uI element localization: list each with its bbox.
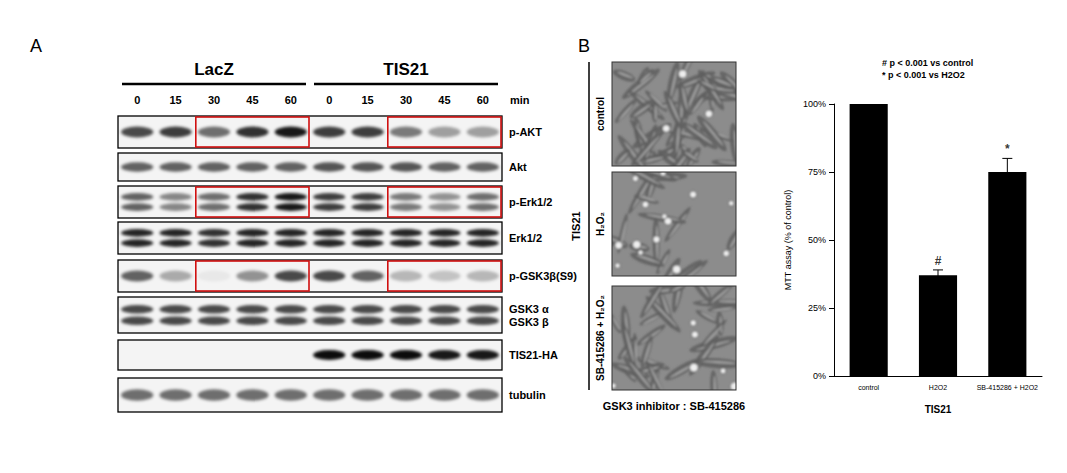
svg-text:p-AKT: p-AKT [509, 126, 542, 138]
svg-text:TIS21: TIS21 [383, 60, 428, 79]
svg-text:45: 45 [438, 94, 450, 106]
svg-text:p-GSK3β(S9): p-GSK3β(S9) [509, 270, 577, 282]
svg-text:TIS21: TIS21 [925, 404, 952, 415]
svg-text:25%: 25% [808, 303, 826, 313]
svg-text:60: 60 [285, 94, 297, 106]
svg-text:45: 45 [246, 94, 258, 106]
svg-text:#: # [935, 254, 942, 268]
svg-text:* p < 0.001 vs H2O2: * p < 0.001 vs H2O2 [882, 70, 965, 80]
svg-text:0: 0 [134, 94, 140, 106]
svg-text:control: control [595, 97, 606, 131]
svg-text:50%: 50% [808, 235, 826, 245]
svg-text:GSK3 inhibitor : SB-415286: GSK3 inhibitor : SB-415286 [603, 400, 745, 412]
svg-text:H₂O₂: H₂O₂ [595, 212, 606, 236]
svg-text:60: 60 [477, 94, 489, 106]
svg-text:GSK3 α: GSK3 α [509, 303, 549, 315]
svg-text:30: 30 [400, 94, 412, 106]
svg-text:Erk1/2: Erk1/2 [509, 232, 542, 244]
svg-text:0%: 0% [813, 371, 826, 381]
svg-text:MTT assay (% of control): MTT assay (% of control) [783, 190, 793, 290]
svg-text:A: A [30, 36, 42, 56]
svg-text:15: 15 [361, 94, 373, 106]
svg-text:0: 0 [326, 94, 332, 106]
svg-text:tubulin: tubulin [509, 389, 546, 401]
svg-text:p-Erk1/2: p-Erk1/2 [509, 196, 552, 208]
svg-text:SB-415286 + H2O2: SB-415286 + H2O2 [977, 384, 1038, 391]
svg-text:LacZ: LacZ [194, 60, 234, 79]
svg-text:min: min [510, 94, 530, 106]
svg-text:15: 15 [169, 94, 181, 106]
svg-text:100%: 100% [803, 99, 826, 109]
svg-text:# p < 0.001 vs control: # p < 0.001 vs control [882, 58, 973, 68]
svg-text:SB-415286 + H₂O₂: SB-415286 + H₂O₂ [595, 295, 606, 381]
svg-text:GSK3 β: GSK3 β [509, 316, 549, 328]
svg-text:Akt: Akt [509, 161, 527, 173]
svg-text:TIS21: TIS21 [570, 211, 582, 240]
svg-text:H2O2: H2O2 [929, 384, 947, 391]
svg-text:control: control [858, 384, 879, 391]
svg-text:75%: 75% [808, 167, 826, 177]
svg-text:30: 30 [208, 94, 220, 106]
svg-text:B: B [578, 36, 590, 56]
svg-text:*: * [1005, 142, 1010, 156]
svg-text:TIS21-HA: TIS21-HA [509, 349, 558, 361]
